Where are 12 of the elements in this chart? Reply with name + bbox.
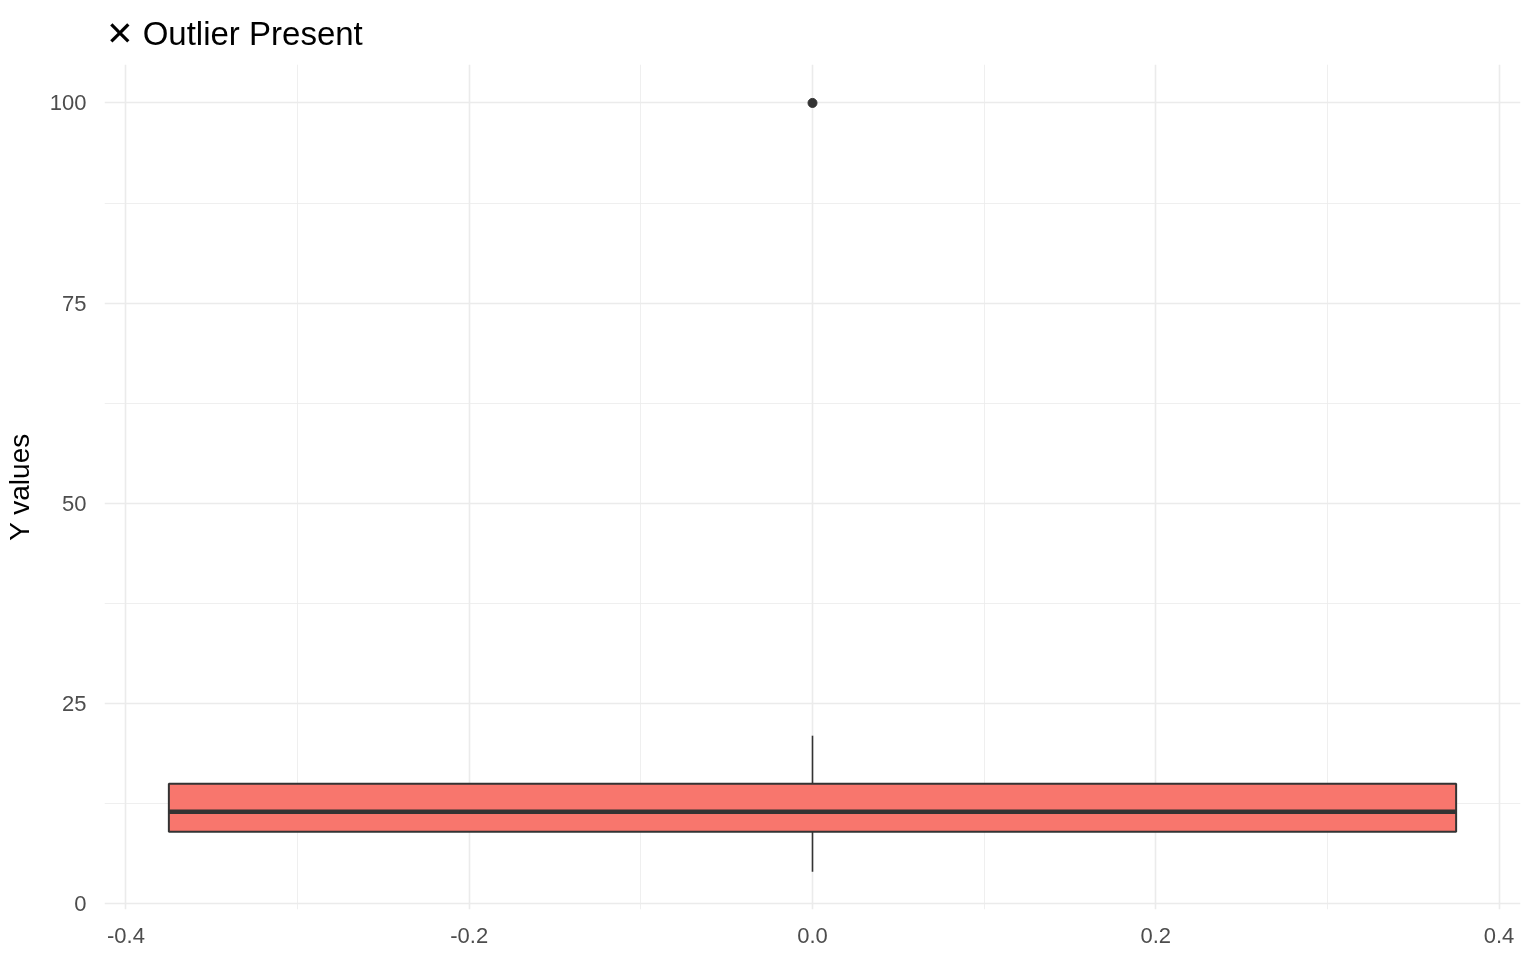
text: -0.4 — [107, 922, 145, 948]
y-tick-label: 100 — [49, 90, 87, 116]
text: -0.2 — [450, 922, 489, 948]
y-tick-label: 50 — [62, 490, 87, 516]
y-tick-label: 75 — [62, 290, 87, 316]
y-axis-title: Y values — [3, 433, 35, 541]
text: 0.0 — [797, 922, 828, 948]
y-tick-label: 0 — [74, 891, 87, 917]
text: 0.2 — [1140, 922, 1172, 948]
text: 0.4 — [1483, 922, 1515, 948]
y-tick-label: 25 — [62, 691, 87, 717]
chart-title: ✕ Outlier Present — [105, 15, 363, 52]
